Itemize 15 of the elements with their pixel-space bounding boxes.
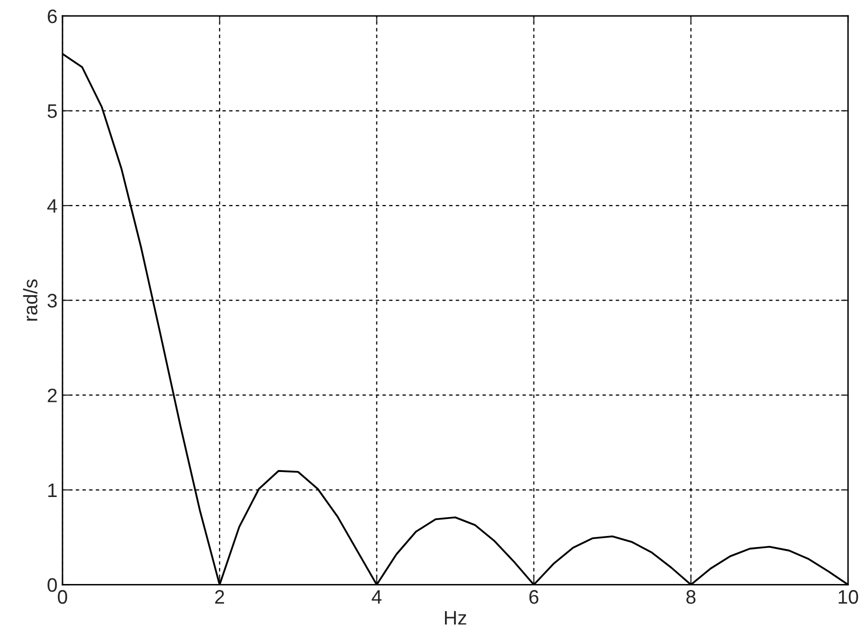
y-tick-label: 6 [48, 9, 57, 24]
x-tick-label: 10 [838, 590, 858, 604]
y-tick-label: 5 [48, 104, 57, 118]
y-tick-label: 4 [47, 199, 58, 213]
y-tick-label: 1 [48, 484, 57, 497]
y-tick-label: 0 [48, 578, 57, 592]
x-axis-title: Hz [444, 611, 466, 625]
x-tick-label: 0 [58, 590, 68, 604]
y-axis-title: rad/s [23, 279, 38, 321]
x-tick-label: 8 [686, 590, 696, 604]
x-tick-label: 4 [372, 590, 382, 604]
x-tick-label: 6 [529, 590, 538, 604]
y-tick-label: 3 [48, 294, 57, 308]
y-tick-label: 2 [48, 388, 57, 402]
x-tick-label: 2 [215, 590, 224, 604]
